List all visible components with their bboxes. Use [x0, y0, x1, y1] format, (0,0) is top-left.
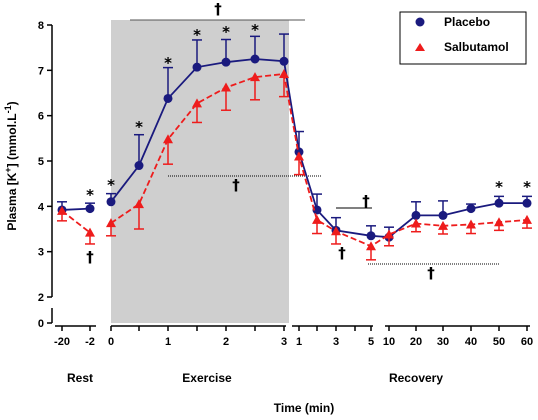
x-tick-label: 20: [410, 336, 422, 348]
x-tick-label: 2: [223, 336, 229, 348]
significance-dagger: †: [362, 192, 370, 210]
x-tick-label: 3: [281, 336, 287, 348]
data-point-salbutamol: [384, 229, 394, 239]
y-axis-title-sup1: +: [3, 167, 13, 172]
data-point-salbutamol: [438, 220, 448, 230]
x-tick-label: 10: [383, 336, 395, 348]
x-axis-ticks: -20 -2 0 1 2 3 1 3 5 10 20 30 40 50 60: [54, 326, 533, 348]
data-point-placebo: [163, 93, 173, 103]
data-point-placebo: [494, 198, 504, 208]
significance-lines: [130, 19, 500, 265]
legend-label-placebo: Placebo: [444, 15, 490, 29]
significance-star: *: [135, 118, 143, 136]
significance-star: *: [164, 54, 172, 72]
y-axis-title: Plasma [K+] (mmol.L-1): [3, 101, 19, 230]
significance-dagger: †: [427, 264, 435, 282]
data-point-salbutamol: [411, 218, 421, 228]
x-tick-label: 60: [521, 336, 533, 348]
legend-marker-placebo: [415, 17, 425, 27]
phase-label-exercise: Exercise: [182, 371, 232, 385]
series-salbutamol: [57, 68, 532, 261]
data-point-salbutamol: [466, 219, 476, 229]
annotations: ***** * ** *†††† ††: [86, 0, 531, 282]
data-point-salbutamol: [312, 214, 322, 224]
x-tick-label: 50: [493, 336, 505, 348]
significance-star: *: [193, 26, 201, 44]
phase-label-recovery: Recovery: [389, 371, 443, 385]
data-point-placebo: [250, 54, 260, 64]
data-point-salbutamol: [250, 72, 260, 82]
x-tick-label: 1: [296, 336, 302, 348]
data-point-salbutamol: [494, 217, 504, 227]
data-point-salbutamol: [522, 214, 532, 224]
significance-star: *: [495, 178, 503, 196]
x-tick-label: 40: [465, 336, 477, 348]
data-point-placebo: [522, 198, 532, 208]
y-tick-label: 6: [38, 111, 44, 123]
data-point-placebo: [85, 204, 95, 214]
legend: Placebo Salbutamol: [399, 11, 527, 65]
data-point-salbutamol: [294, 151, 304, 161]
data-point-placebo: [466, 204, 476, 214]
x-tick-label: 0: [108, 336, 114, 348]
y-tick-label: 5: [38, 156, 44, 168]
data-point-placebo: [106, 197, 116, 207]
data-point-placebo: [221, 57, 231, 67]
data-point-salbutamol: [134, 199, 144, 209]
y-tick-label: 0: [38, 318, 44, 330]
data-point-placebo: [366, 231, 376, 241]
data-point-salbutamol: [106, 218, 116, 228]
y-tick-label: 7: [38, 65, 44, 77]
significance-star: *: [251, 21, 259, 39]
significance-dagger: †: [86, 248, 94, 266]
legend-label-salbutamol: Salbutamol: [444, 40, 509, 54]
x-tick-label: -2: [85, 336, 95, 348]
series-line: [61, 207, 91, 211]
data-point-salbutamol: [163, 134, 173, 144]
data-point-salbutamol: [85, 227, 95, 237]
y-axis-title-sup2: -1: [3, 105, 13, 113]
data-point-salbutamol: [221, 82, 231, 92]
x-tick-label: 30: [437, 336, 449, 348]
significance-star: *: [107, 176, 115, 194]
legend-marker-salbutamol: [415, 43, 425, 51]
significance-dagger: †: [338, 244, 346, 262]
phase-label-rest: Rest: [67, 371, 93, 385]
significance-star: *: [86, 186, 94, 204]
data-point-placebo: [312, 205, 322, 215]
y-tick-label: 8: [38, 20, 44, 32]
x-tick-label: 5: [368, 336, 374, 348]
x-axis-title: Time (min): [274, 401, 334, 415]
x-tick-label: -20: [54, 336, 70, 348]
significance-star: *: [222, 23, 230, 41]
data-point-salbutamol: [57, 205, 67, 215]
data-point-placebo: [411, 210, 421, 220]
y-tick-label: 2: [38, 292, 44, 304]
data-point-salbutamol: [366, 241, 376, 251]
data-point-placebo: [134, 161, 144, 171]
data-point-placebo: [438, 210, 448, 220]
y-tick-label: 4: [38, 201, 45, 213]
data-point-salbutamol: [279, 68, 289, 78]
data-point-placebo: [279, 56, 289, 66]
significance-dagger: †: [214, 0, 222, 18]
significance-star: *: [523, 178, 531, 196]
y-axis-title-part3: ): [5, 101, 19, 105]
y-axis-title-part2: ] (mmol.L: [5, 113, 19, 167]
significance-dagger: †: [232, 176, 240, 194]
y-tick-label: 3: [38, 247, 44, 259]
data-point-salbutamol: [331, 226, 341, 236]
data-point-placebo: [192, 62, 202, 72]
y-axis-ticks: 0 2 3 4 5 6 7 8: [38, 20, 52, 330]
series-line: [110, 72, 528, 248]
data-point-salbutamol: [192, 98, 202, 108]
series-layer: [57, 33, 532, 261]
y-axis-title-part1: Plasma [K: [5, 172, 19, 230]
x-tick-label: 1: [165, 336, 171, 348]
x-tick-label: 3: [333, 336, 339, 348]
